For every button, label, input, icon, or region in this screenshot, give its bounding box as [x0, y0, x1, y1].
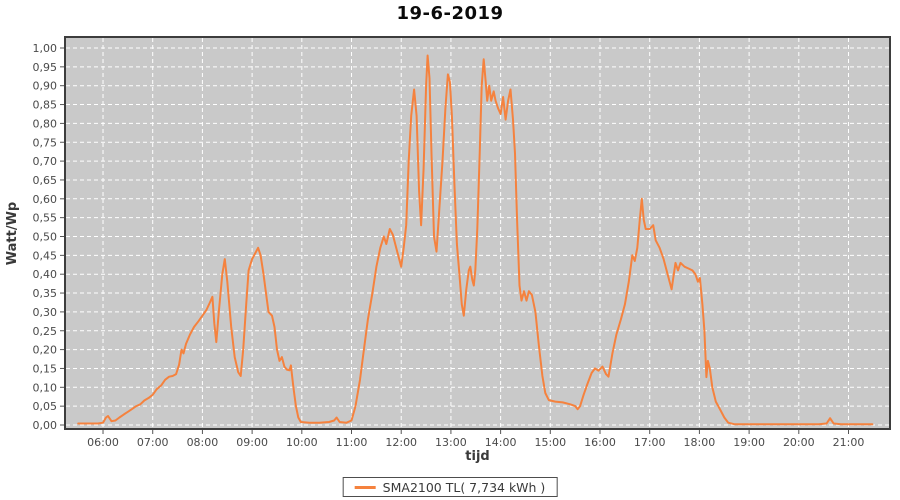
y-tick-label: 0,25 [33, 325, 58, 338]
x-tick-label: 09:00 [236, 436, 268, 449]
y-tick-label: 0,35 [33, 287, 58, 300]
y-tick-label: 0,00 [33, 419, 58, 432]
y-tick-label: 0,05 [33, 400, 58, 413]
x-tick-label: 07:00 [137, 436, 169, 449]
x-tick-label: 20:00 [783, 436, 815, 449]
series-line [77, 54, 874, 426]
y-tick-label: 0,40 [33, 268, 58, 281]
x-tick-label: 16:00 [584, 436, 616, 449]
y-tick-label: 1,00 [33, 42, 58, 55]
y-tick-label: 0,85 [33, 99, 58, 112]
x-tick-label: 17:00 [634, 436, 666, 449]
legend-series-label: SMA2100 TL( 7,734 kWh ) [382, 479, 546, 495]
legend-line-swatch [354, 485, 376, 489]
x-tick-label: 08:00 [187, 436, 219, 449]
y-tick-label: 0,55 [33, 212, 58, 225]
legend: SMA2100 TL( 7,734 kWh ) [342, 477, 558, 497]
x-tick-label: 15:00 [534, 436, 566, 449]
x-tick-label: 14:00 [485, 436, 517, 449]
y-tick-label: 0,15 [33, 362, 58, 375]
plot-border [64, 36, 891, 430]
x-tick-label: 19:00 [733, 436, 765, 449]
x-tick-label: 10:00 [286, 436, 318, 449]
y-tick-label: 0,45 [33, 249, 58, 262]
y-tick-label: 0,90 [33, 80, 58, 93]
x-tick-label: 11:00 [336, 436, 368, 449]
y-tick-label: 0,70 [33, 155, 58, 168]
x-tick-label: 12:00 [385, 436, 417, 449]
x-tick-label: 13:00 [435, 436, 467, 449]
x-tick-label: 06:00 [87, 436, 119, 449]
chart-title: 19-6-2019 [396, 3, 504, 24]
x-tick-label: 18:00 [684, 436, 716, 449]
y-tick-label: 0,50 [33, 231, 58, 244]
y-tick-label: 0,10 [33, 381, 58, 394]
y-tick-label: 0,60 [33, 193, 58, 206]
y-tick-label: 0,75 [33, 136, 58, 149]
y-tick-label: 0,20 [33, 344, 58, 357]
y-tick-label: 0,95 [33, 61, 58, 74]
y-tick-label: 0,30 [33, 306, 58, 319]
y-tick-label: 0,80 [33, 117, 58, 130]
x-tick-label: 21:00 [833, 436, 865, 449]
y-tick-label: 0,65 [33, 174, 58, 187]
x-axis-title: tijd [465, 449, 490, 464]
